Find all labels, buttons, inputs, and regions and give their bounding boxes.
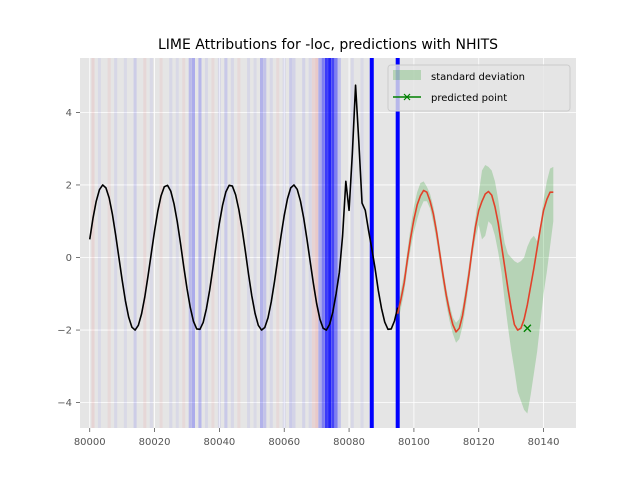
- attribution-band: [308, 58, 312, 428]
- attribution-band: [292, 58, 296, 428]
- x-tick-label: 80060: [268, 437, 300, 448]
- x-tick-label: 80020: [139, 437, 171, 448]
- attribution-band: [324, 58, 328, 428]
- attribution-band: [204, 58, 208, 428]
- attribution-band: [217, 58, 221, 428]
- attribution-band: [237, 58, 241, 428]
- attribution-band: [97, 58, 101, 428]
- y-tick-label: 0: [66, 253, 72, 264]
- legend: standard deviation predicted point: [387, 64, 571, 112]
- attribution-band: [169, 58, 173, 428]
- attribution-band: [143, 58, 147, 428]
- x-tick-label: 80080: [333, 437, 365, 448]
- chart-title: LIME Attributions for -loc, predictions …: [158, 37, 498, 53]
- attribution-band: [247, 58, 251, 428]
- x-tick-label: 80140: [528, 437, 560, 448]
- attribution-band: [350, 58, 354, 428]
- y-tick-label: −2: [57, 326, 72, 337]
- series-lines: [88, 84, 554, 333]
- attribution-band: [114, 58, 118, 428]
- legend-swatch-std-band: [393, 70, 421, 80]
- legend-x-marker-icon: [403, 93, 411, 101]
- legend-box: [387, 64, 571, 112]
- attribution-band: [188, 58, 192, 428]
- attribution-band: [282, 58, 286, 428]
- history-line: [88, 84, 399, 331]
- x-tick-label: 80040: [203, 437, 235, 448]
- attribution-band: [318, 58, 322, 428]
- attribution-band: [302, 58, 306, 428]
- std-band-area: [397, 165, 554, 414]
- std-deviation-band: [397, 165, 554, 414]
- y-tick-label: 4: [66, 108, 72, 119]
- attribution-band: [198, 58, 202, 428]
- attribution-band: [253, 58, 257, 428]
- attribution-band: [289, 58, 293, 428]
- y-tick-label: −4: [57, 398, 72, 409]
- attribution-band: [311, 58, 315, 428]
- attribution-band: [315, 58, 319, 428]
- gridlines: [80, 58, 576, 428]
- x-tick-label: 80100: [398, 437, 430, 448]
- attribution-band: [369, 58, 374, 428]
- attribution-band: [337, 58, 341, 428]
- attribution-band: [334, 58, 338, 428]
- attribution-band: [175, 58, 179, 428]
- attribution-band: [269, 58, 273, 428]
- attribution-band: [133, 58, 137, 428]
- attribution-band: [159, 58, 163, 428]
- attribution-band: [331, 58, 335, 428]
- legend-label-predicted-point: predicted point: [431, 93, 507, 104]
- attribution-band: [276, 58, 280, 428]
- plot-area: [80, 58, 576, 428]
- x-tick-label: 80000: [74, 437, 106, 448]
- attribution-band: [360, 58, 364, 428]
- attribution-band: [91, 58, 95, 428]
- attribution-band: [263, 58, 267, 428]
- legend-label-std-band: standard deviation: [431, 72, 525, 83]
- forecast-line: [396, 189, 554, 333]
- y-tick-label: 2: [66, 180, 72, 191]
- attribution-band: [123, 58, 127, 428]
- attribution-band: [182, 58, 186, 428]
- attribution-band: [191, 58, 196, 428]
- attribution-band: [224, 58, 228, 428]
- axis-ticks: 80000 80020 80040 80060 80080 80100 80120 80140…: [57, 108, 559, 448]
- predicted-point: [523, 324, 532, 333]
- attribution-band: [395, 58, 400, 428]
- attribution-band: [149, 58, 153, 428]
- attribution-band: [230, 58, 234, 428]
- attribution-band: [321, 58, 325, 428]
- attribution-band: [260, 58, 264, 428]
- attribution-band: [211, 58, 215, 428]
- x-tick-label: 80120: [463, 437, 495, 448]
- attribution-band: [107, 58, 111, 428]
- attribution-bands: [91, 58, 400, 428]
- predicted-point-marker: [523, 324, 532, 333]
- attribution-band: [328, 58, 332, 428]
